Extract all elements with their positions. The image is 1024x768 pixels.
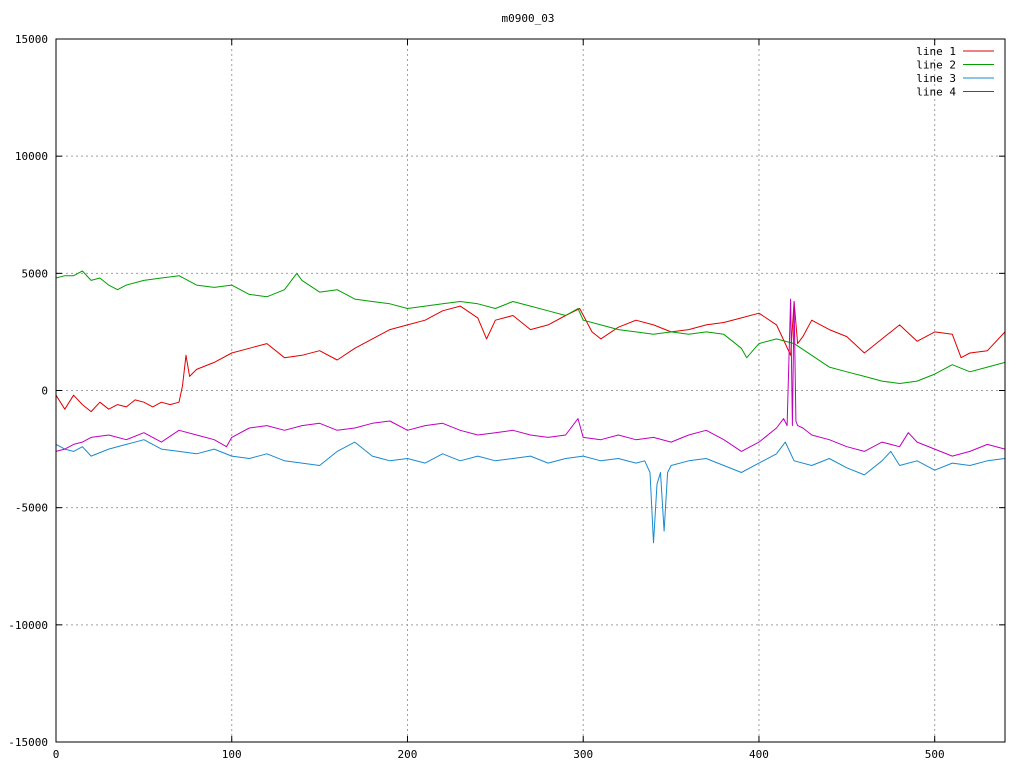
- series-line-2: [55, 270, 1006, 384]
- x-tick-label: 100: [222, 748, 242, 761]
- legend-label-1: line 1: [916, 45, 956, 58]
- grid-lines: [56, 39, 1005, 742]
- y-tick-label: -15000: [8, 736, 48, 749]
- x-tick-label: 500: [925, 748, 945, 761]
- y-tick-label: -10000: [8, 619, 48, 632]
- legend-label-2: line 2: [916, 59, 956, 72]
- series-group: [55, 270, 1006, 544]
- x-tick-label: 200: [398, 748, 418, 761]
- x-tick-label: 400: [749, 748, 769, 761]
- series-line-3: [55, 439, 1006, 544]
- chart-title: m0900_03: [502, 12, 555, 25]
- y-tick-label: 5000: [22, 267, 49, 280]
- x-tick-label: 300: [573, 748, 593, 761]
- legend-label-4: line 4: [916, 86, 956, 99]
- y-tick-label: 15000: [15, 33, 48, 46]
- y-tick-label: 0: [41, 385, 48, 398]
- x-tick-label: 0: [53, 748, 60, 761]
- series-line-1: [55, 301, 1006, 413]
- series-line-4: [55, 298, 1006, 457]
- y-tick-label: -5000: [15, 502, 48, 515]
- axis-ticks: 0 100 200 300 400 500 -15000 -10000 -5000 0 5000 10…: [8, 33, 1005, 761]
- legend-label-3: line 3: [916, 72, 956, 85]
- y-tick-label: 10000: [15, 150, 48, 163]
